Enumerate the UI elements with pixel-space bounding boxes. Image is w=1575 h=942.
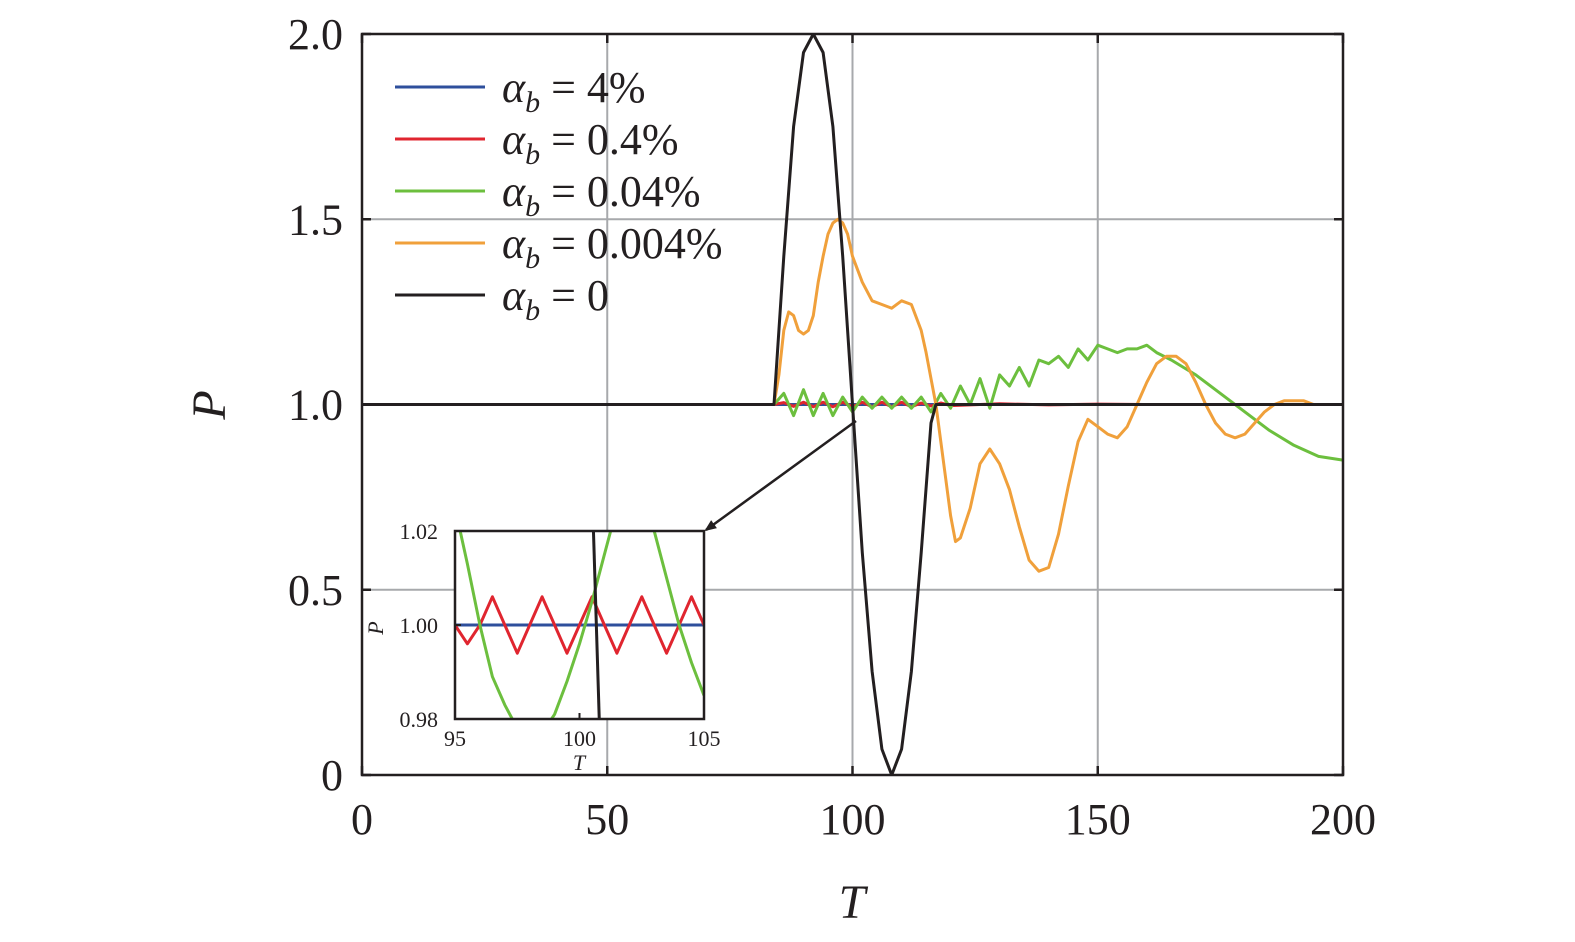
inset-series-group	[455, 531, 704, 719]
legend-label: αb = 4%	[502, 63, 646, 119]
series-line	[362, 217, 1343, 573]
inset-series-line	[458, 531, 704, 719]
legend-label: αb = 0.4%	[502, 115, 679, 171]
y-tick-label: 2.0	[288, 10, 343, 59]
legend-label: αb = 0.004%	[502, 219, 723, 275]
inset-y-tick-label: 1.02	[400, 519, 439, 544]
inset-series-line	[455, 595, 704, 655]
legend: αb = 4%αb = 0.4%αb = 0.04%αb = 0.004%αb …	[395, 63, 723, 327]
inset-y-tick-label: 1.00	[400, 613, 439, 638]
y-tick-label: 0.5	[288, 566, 343, 615]
x-tick-label: 200	[1310, 795, 1376, 844]
y-axis-title: P	[183, 390, 236, 420]
legend-label: αb = 0.04%	[502, 167, 701, 223]
legend-label: αb = 0	[502, 271, 609, 327]
y-tick-label: 1.0	[288, 381, 343, 430]
inset-y-tick-label: 0.98	[400, 707, 439, 732]
inset-ticks	[454, 530, 705, 720]
y-tick-label: 0	[321, 751, 343, 800]
x-tick-label: 0	[351, 795, 373, 844]
series-line	[362, 343, 1343, 462]
x-axis-title: T	[839, 876, 869, 929]
inset-x-tick-label: 105	[688, 726, 721, 751]
x-tick-label: 100	[820, 795, 886, 844]
inset-x-tick-label: 95	[444, 726, 466, 751]
y-tick-label: 1.5	[288, 195, 343, 244]
inset-tick-labels: 95 100 105 0.98 1.00 1.02	[400, 519, 721, 751]
zoom-arrow	[704, 419, 857, 532]
inset-series-line	[591, 531, 601, 719]
main-ticks	[360, 32, 1345, 777]
inset-y-axis-title: P	[363, 621, 388, 635]
main-tick-labels: 0 50 100 150 200 0 0.5 1.0 1.5 2.0	[288, 10, 1376, 844]
x-tick-label: 150	[1065, 795, 1131, 844]
series-line	[362, 34, 1343, 775]
inset-x-tick-label: 100	[563, 726, 596, 751]
x-tick-label: 50	[585, 795, 629, 844]
inset-x-axis-title: T	[573, 750, 587, 775]
main-series-group	[362, 34, 1343, 775]
